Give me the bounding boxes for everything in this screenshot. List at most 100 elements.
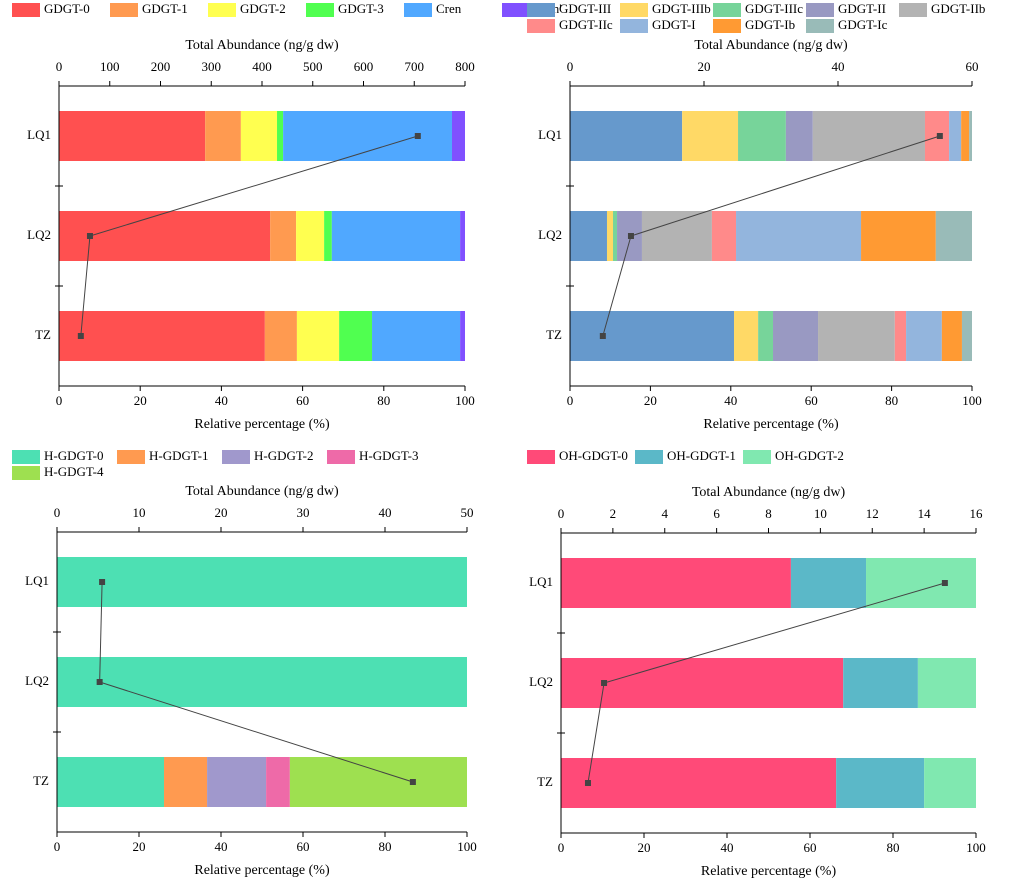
x-tick-label: 80 [887,840,900,855]
bar-segment [561,558,791,608]
legend-label: H-GDGT-4 [44,464,104,479]
x2-tick-label: 200 [151,59,171,74]
bar-segment [460,211,465,261]
x2-tick-label: 4 [662,506,669,521]
legend-label: GDGT-I [652,17,696,32]
legend-swatch [117,450,145,464]
bar-segment [738,111,786,161]
y-tick-label: LQ2 [27,227,51,242]
x-tick-label: 80 [377,393,390,408]
y-tick-label: LQ1 [529,574,553,589]
bar-segment [339,311,373,361]
x2-tick-label: 100 [100,59,120,74]
x-tick-label: 20 [638,840,651,855]
y-tick-label: TZ [35,327,51,342]
bar-segment [790,558,867,608]
bar-segment [924,758,976,808]
x-tick-label: 40 [215,839,228,854]
x2-tick-label: 40 [379,505,392,520]
x-tick-label: 60 [805,393,818,408]
bar-segment [570,311,735,361]
x-tick-label: 60 [804,840,817,855]
legend-label: H-GDGT-1 [149,448,208,463]
bar-segment [961,111,970,161]
bar-segment [283,111,453,161]
bar-segment [205,111,241,161]
x2-axis-title: Total Abundance (ng/g dw) [185,484,339,499]
legend-swatch [12,450,40,464]
legend-label: H-GDGT-0 [44,448,103,463]
total-marker [936,133,943,139]
legend-swatch [620,19,648,33]
bar-segment [460,311,465,361]
y-tick-label: TZ [33,773,49,788]
x2-tick-label: 30 [297,505,310,520]
x2-tick-label: 400 [252,59,272,74]
bar-segment [861,211,936,261]
bar-segment [164,757,208,807]
bar-segment [561,758,837,808]
x2-tick-label: 0 [558,506,565,521]
x-tick-label: 100 [457,839,477,854]
x-tick-label: 40 [721,840,734,855]
x-tick-label: 40 [215,393,228,408]
bar-segment [59,111,206,161]
total-marker [584,780,591,786]
bar-segment [296,211,325,261]
legend-swatch [12,3,40,17]
legend-swatch [502,3,530,17]
legend-label: H-GDGT-3 [359,448,418,463]
x2-tick-label: 6 [713,506,720,521]
y-tick-label: TZ [537,774,553,789]
total-marker [941,580,948,586]
bar-segment [606,211,614,261]
x2-tick-label: 8 [765,506,772,521]
bar-segment [711,211,737,261]
bar-segment [570,211,607,261]
legend-label: GDGT-Ic [838,17,888,32]
bar-segment [277,111,284,161]
legend-swatch [327,450,355,464]
total-marker [96,679,103,685]
x2-tick-label: 20 [215,505,228,520]
bar-segment [57,657,467,707]
legend-label: GDGT-III [559,1,611,16]
legend-swatch [743,450,771,464]
bar-segment [812,111,925,161]
legend-swatch [713,19,741,33]
x2-tick-label: 500 [303,59,323,74]
bar-segment [324,211,332,261]
bar-segment [240,111,278,161]
bar-segment [570,111,683,161]
bar-segment [785,111,813,161]
legend-label: GDGT-2 [240,1,286,16]
legend-swatch [527,19,555,33]
total-marker [601,680,608,686]
bar-segment [906,311,942,361]
bar-segment [961,311,972,361]
legend-swatch [620,3,648,17]
x-axis-title: Relative percentage (%) [703,417,839,432]
y-tick-label: LQ1 [27,127,51,142]
x2-axis-title: Total Abundance (ng/g dw) [185,38,339,53]
x-tick-label: 80 [885,393,898,408]
total-marker [627,233,634,239]
bar-segment [917,658,976,708]
bar-segment [207,757,267,807]
legend-label: OH-GDGT-0 [559,448,628,463]
y-tick-label: LQ1 [538,127,562,142]
x-tick-label: 60 [297,839,310,854]
legend-label: GDGT-IIIb [652,1,711,16]
y-tick-label: TZ [546,327,562,342]
bar-segment [613,211,618,261]
legend-swatch [12,466,40,480]
x2-tick-label: 300 [202,59,222,74]
legend-swatch [527,3,555,17]
x2-tick-label: 2 [610,506,617,521]
legend-swatch [404,3,432,17]
legend-swatch [527,450,555,464]
x-axis-title: Relative percentage (%) [194,417,330,432]
bar-segment [270,211,297,261]
legend-label: H-GDGT-2 [254,448,313,463]
